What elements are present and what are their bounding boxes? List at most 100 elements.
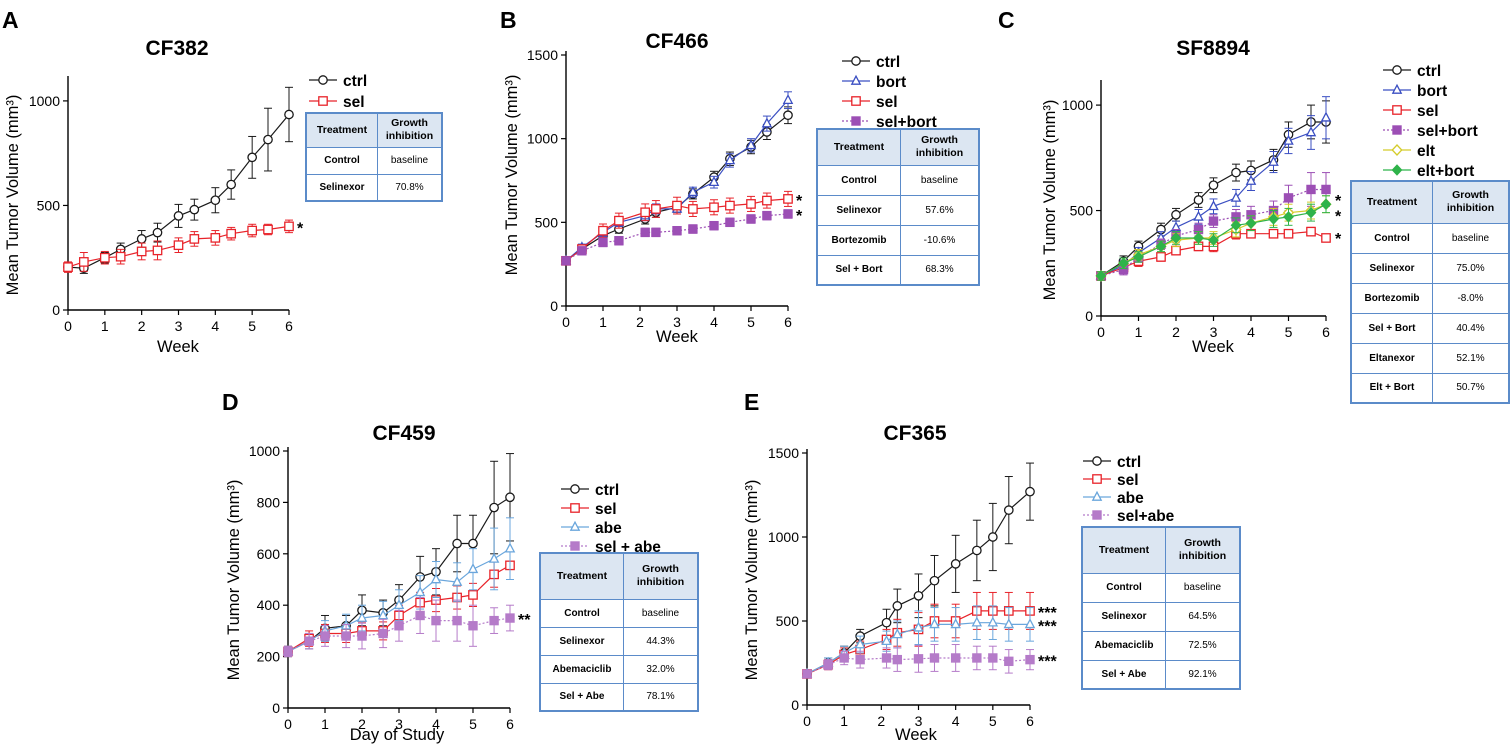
data-point	[913, 621, 924, 632]
table-header-cell: Treatment	[816, 128, 901, 166]
data-point	[987, 616, 999, 627]
x-tick-label: 6	[506, 716, 514, 732]
data-point	[709, 220, 719, 231]
data-point	[1321, 233, 1331, 243]
x-tick-label: 2	[1172, 324, 1180, 340]
table-header-cell: Treatment	[539, 552, 624, 600]
y-tick-label: 0	[550, 298, 558, 314]
data-point	[987, 532, 998, 542]
panel-letter: D	[222, 389, 239, 415]
series-sel-abe	[283, 596, 515, 658]
inhibition-cell: 92.1%	[1165, 659, 1241, 690]
x-axis-label: Week	[895, 726, 938, 744]
data-point	[226, 179, 237, 190]
table-header-row: Treatment Growth inhibition	[1081, 526, 1241, 574]
inhibition-cell: baseline	[623, 598, 699, 628]
x-tick-label: 3	[673, 314, 681, 330]
y-axis-label: Mean Tumor Volume (mm³)	[503, 75, 521, 276]
data-point	[489, 502, 499, 513]
data-point	[672, 200, 682, 211]
data-point	[63, 262, 73, 272]
legend-marker	[1392, 105, 1402, 115]
data-point	[247, 152, 258, 163]
treatment-cell: Eltanexor	[1350, 342, 1433, 374]
legend-label: elt+bort	[1417, 163, 1474, 180]
data-point	[881, 634, 892, 646]
data-point	[577, 246, 587, 256]
treatment-cell: Sel + Bort	[1350, 312, 1433, 344]
x-tick-label: 1	[321, 716, 329, 732]
table-row: Abemaciclib 32.0%	[539, 654, 699, 684]
data-point	[855, 654, 865, 665]
table-row: Abemaciclib 72.5%	[1081, 630, 1241, 661]
treatment-cell: Sel + Abe	[539, 682, 624, 712]
y-tick-label: 1000	[527, 131, 558, 147]
data-point	[430, 573, 442, 584]
inhibition-cell: -8.0%	[1432, 282, 1510, 314]
chart-title: CF459	[372, 422, 435, 445]
data-point	[561, 256, 571, 266]
x-tick-label: 2	[636, 314, 644, 330]
x-tick-label: 4	[211, 318, 219, 334]
significance-marker: *	[297, 220, 304, 237]
data-point	[687, 186, 699, 197]
data-point	[1230, 219, 1242, 232]
data-point	[709, 202, 719, 213]
treatment-cell: Selinexor	[539, 626, 624, 656]
table-row: Selinexor 75.0%	[1350, 252, 1510, 284]
legend-label: ctrl	[595, 482, 619, 499]
y-tick-label: 500	[535, 214, 559, 230]
treatment-cell: Control	[539, 598, 624, 628]
data-point	[414, 586, 426, 597]
chart-panel-a: A CF382 0 500 1000 0 1 2 3 4 5 6 Week Mean Tumor Volu…	[2, 7, 367, 356]
treatment-cell: Sel + Bort	[816, 254, 901, 286]
y-tick-label: 0	[52, 302, 60, 318]
significance-marker: *	[1335, 193, 1342, 210]
data-point	[651, 204, 661, 214]
data-point	[745, 139, 757, 150]
table-row: Control baseline	[539, 598, 699, 628]
data-point	[971, 616, 983, 627]
legend-marker	[570, 484, 580, 494]
data-point	[1231, 167, 1241, 178]
x-axis-label: Week	[1192, 338, 1235, 356]
data-point	[451, 575, 463, 586]
data-point	[1193, 232, 1204, 244]
table-header-cell: Growth inhibition	[377, 112, 443, 148]
y-tick-label: 1000	[768, 529, 799, 545]
data-point	[1283, 211, 1294, 223]
significance-marker: *	[1335, 231, 1342, 248]
y-tick-label: 500	[1070, 203, 1094, 219]
data-point	[1208, 216, 1219, 226]
x-tick-label: 6	[784, 314, 792, 330]
series-sel	[63, 219, 294, 273]
chart-panel-e: E CF365 0 500 1000 1500 0 1 2 3 4 5 6 Week Mean Tumor …	[743, 389, 1175, 744]
legend-marker	[318, 96, 328, 106]
significance-marker: *	[796, 193, 803, 210]
legend-label: abe	[1117, 490, 1144, 507]
data-point	[226, 228, 237, 239]
data-point	[892, 628, 903, 639]
data-point	[1003, 618, 1015, 629]
data-point	[284, 109, 294, 120]
data-point	[762, 195, 772, 206]
panel-letter: C	[998, 7, 1015, 33]
y-tick-label: 1500	[527, 47, 558, 63]
x-tick-label: 4	[432, 716, 440, 732]
data-point	[913, 654, 924, 664]
legend-label: sel	[1417, 103, 1439, 120]
legend-marker	[1091, 490, 1103, 501]
y-tick-label: 200	[257, 649, 281, 665]
inhibition-cell: -10.6%	[900, 224, 980, 256]
data-point	[468, 621, 478, 631]
data-point	[1171, 209, 1181, 220]
legend-item: sel	[309, 94, 365, 111]
data-point	[1305, 126, 1317, 137]
inhibition-cell: baseline	[377, 146, 443, 175]
legend-label: sel	[876, 94, 898, 111]
legend-marker	[569, 520, 581, 531]
x-tick-label: 6	[285, 318, 293, 334]
data-point	[152, 245, 163, 256]
growth-inhibition-table: Treatment Growth inhibition Control baselin…	[539, 552, 699, 712]
legend-label: sel+bort	[1417, 123, 1478, 140]
